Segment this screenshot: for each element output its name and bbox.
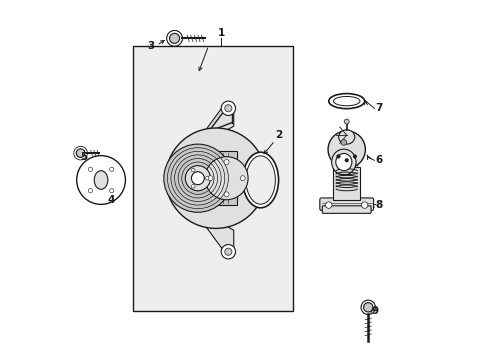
Circle shape — [76, 149, 85, 157]
Circle shape — [361, 202, 367, 208]
Circle shape — [221, 244, 235, 259]
FancyBboxPatch shape — [319, 198, 373, 211]
Circle shape — [109, 189, 114, 193]
Bar — [133, 45, 292, 311]
Circle shape — [240, 176, 244, 181]
Text: 8: 8 — [375, 200, 382, 210]
Circle shape — [185, 166, 210, 191]
Bar — [190, 151, 237, 205]
Text: 9: 9 — [371, 306, 378, 316]
Ellipse shape — [245, 156, 275, 204]
Ellipse shape — [338, 130, 354, 144]
Circle shape — [109, 167, 114, 171]
Ellipse shape — [328, 94, 364, 109]
Circle shape — [207, 176, 212, 181]
Circle shape — [165, 128, 265, 228]
Ellipse shape — [94, 171, 108, 189]
Circle shape — [340, 139, 346, 145]
Ellipse shape — [335, 153, 351, 171]
Circle shape — [191, 184, 195, 188]
Text: 3: 3 — [147, 41, 155, 50]
Circle shape — [224, 248, 231, 255]
Polygon shape — [203, 107, 233, 137]
FancyBboxPatch shape — [322, 206, 370, 213]
Circle shape — [88, 189, 92, 193]
Circle shape — [224, 192, 228, 197]
Text: 6: 6 — [375, 155, 382, 165]
Circle shape — [344, 158, 348, 162]
Ellipse shape — [242, 152, 278, 208]
Circle shape — [344, 119, 348, 124]
Circle shape — [204, 157, 247, 200]
Circle shape — [191, 168, 195, 172]
Circle shape — [224, 105, 231, 112]
Text: 4: 4 — [107, 195, 115, 205]
Bar — [332, 167, 360, 200]
Circle shape — [169, 33, 179, 43]
Text: 1: 1 — [217, 28, 224, 38]
Circle shape — [363, 303, 372, 312]
Circle shape — [88, 167, 92, 171]
Ellipse shape — [333, 96, 359, 106]
Text: 7: 7 — [374, 103, 382, 113]
Circle shape — [163, 144, 231, 212]
Circle shape — [325, 202, 331, 208]
Circle shape — [221, 101, 235, 116]
Circle shape — [205, 176, 208, 180]
Circle shape — [77, 156, 125, 204]
Circle shape — [352, 155, 356, 158]
Text: 5: 5 — [80, 152, 87, 162]
Circle shape — [191, 172, 204, 185]
Circle shape — [327, 131, 365, 168]
Circle shape — [336, 155, 340, 158]
Text: 2: 2 — [274, 130, 282, 140]
Polygon shape — [203, 220, 233, 250]
Circle shape — [224, 159, 228, 165]
Ellipse shape — [331, 149, 355, 175]
